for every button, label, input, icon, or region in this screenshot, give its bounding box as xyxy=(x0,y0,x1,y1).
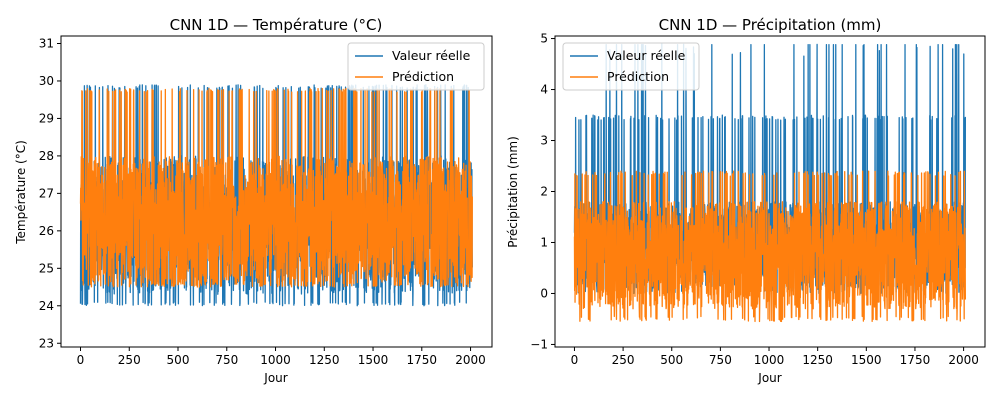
x-tick-label: 1250 xyxy=(309,353,340,367)
plot-lines xyxy=(79,84,473,307)
y-axis-label: Précipitation (mm) xyxy=(506,136,520,248)
y-tick-label: 25 xyxy=(39,261,54,275)
legend-label-prediction: Prédiction xyxy=(392,69,454,84)
y-tick-label: 23 xyxy=(39,336,54,350)
x-tick-label: 1750 xyxy=(900,353,931,367)
y-tick-label: 2 xyxy=(540,185,548,199)
axes: 0 250 500 750 1000 1250 1500 1750 2000 23 24 25 26 27… xyxy=(39,35,493,367)
x-tick-label: 0 xyxy=(571,353,579,367)
y-tick-label: 27 xyxy=(39,186,54,200)
y-tick-label: 28 xyxy=(39,149,54,163)
x-tick-label: 0 xyxy=(77,353,85,367)
y-axis-label: Température (°C) xyxy=(14,140,28,245)
x-axis-label: Jour xyxy=(757,371,781,385)
x-tick-label: 750 xyxy=(215,353,238,367)
y-tick-label: 1 xyxy=(540,235,548,249)
y-tick-label: 24 xyxy=(39,299,54,313)
chart-title: CNN 1D — Température (°C) xyxy=(170,16,383,34)
x-axis-label: Jour xyxy=(263,371,287,385)
x-tick-label: 2000 xyxy=(455,353,486,367)
x-tick-label: 1750 xyxy=(407,353,438,367)
x-tick-label: 1000 xyxy=(754,353,785,367)
y-tick-label: 31 xyxy=(39,36,54,50)
x-tick-label: 500 xyxy=(167,353,190,367)
x-tick-label: 250 xyxy=(118,353,141,367)
legend-box xyxy=(347,42,485,91)
x-tick-label: 1500 xyxy=(851,353,882,367)
plot-frame xyxy=(60,35,493,348)
legend: Valeur réelle Prédiction xyxy=(347,42,485,91)
x-tick-label: 250 xyxy=(612,353,635,367)
series-line-prediction xyxy=(573,170,966,323)
axes: 0 250 500 750 1000 1250 1500 1750 2000 −1 0 1 2 3 4 5 xyxy=(530,32,986,367)
x-tick-label: 750 xyxy=(709,353,732,367)
y-tick-label: −1 xyxy=(530,337,548,351)
x-tick-label: 500 xyxy=(660,353,683,367)
y-tick-label: 3 xyxy=(540,134,548,148)
x-tick-label: 1000 xyxy=(260,353,291,367)
y-tick-label: 4 xyxy=(540,83,548,97)
chart-title: CNN 1D — Précipitation (mm) xyxy=(659,16,882,34)
series-line-prediction xyxy=(79,87,473,288)
x-tick-label: 2000 xyxy=(948,353,979,367)
y-tick-label: 0 xyxy=(540,286,548,300)
x-tick-label: 1500 xyxy=(358,353,389,367)
plot-lines xyxy=(573,43,966,323)
legend-box xyxy=(562,42,700,91)
legend-label-prediction: Prédiction xyxy=(607,69,669,84)
y-tick-label: 5 xyxy=(540,32,548,46)
legend-label-actual: Valeur réelle xyxy=(392,48,471,63)
x-tick-label: 1250 xyxy=(802,353,833,367)
precipitation-chart: CNN 1D — Précipitation (mm) 0 250 500 750 10… xyxy=(506,16,986,385)
legend-label-actual: Valeur réelle xyxy=(607,48,686,63)
temperature-chart: CNN 1D — Température (°C) 0 250 500 750 1000… xyxy=(14,16,493,385)
y-tick-label: 26 xyxy=(39,224,54,238)
y-tick-label: 30 xyxy=(39,74,54,88)
legend: Valeur réelle Prédiction xyxy=(562,42,700,91)
y-tick-label: 29 xyxy=(39,111,54,125)
